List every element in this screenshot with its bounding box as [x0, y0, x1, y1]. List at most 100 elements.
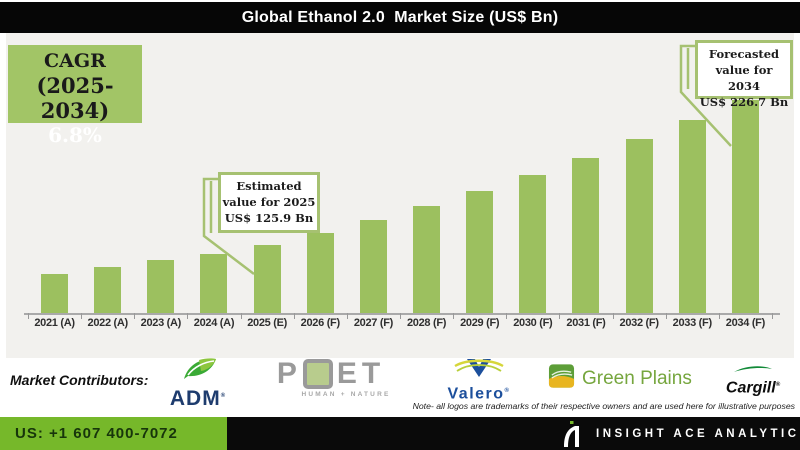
x-axis-tick — [240, 313, 242, 319]
forecasted-line-3: US$ 226.7 Bn — [699, 95, 789, 109]
valero-wordmark: Valero® — [447, 385, 511, 403]
bar-slot — [666, 93, 719, 313]
bar-slot — [81, 93, 134, 313]
bar-slot — [28, 93, 81, 313]
x-axis-label: 2026 (F) — [300, 317, 340, 329]
poet-logo: P ET HUMAN + NATURE — [256, 359, 406, 399]
poet-o-square-icon — [302, 359, 333, 389]
bar-2026 (F) — [306, 233, 334, 313]
poet-letter-p: P — [276, 357, 302, 390]
bar-2027 (F) — [359, 220, 387, 313]
x-axis-tick — [81, 313, 83, 319]
estimated-line-3: US$ 125.9 Bn — [224, 211, 314, 225]
x-axis-label: 2025 (E) — [247, 317, 288, 329]
bar-2025 (E) — [253, 245, 281, 313]
x-axis-label: 2033 (F) — [672, 317, 712, 329]
footer-phone-bar: US: +1 607 400-7072 — [0, 417, 227, 450]
x-axis-labels: 2021 (A) 2022 (A) 2023 (A) 2024 (A) 2025 (E)… — [28, 317, 772, 329]
bar-slot — [294, 93, 347, 313]
trademark-note: Note- all logos are trademarks of their … — [412, 401, 795, 411]
bar-2029 (F) — [466, 191, 494, 313]
x-axis-tick — [187, 313, 189, 319]
bar-plot — [28, 93, 772, 313]
poet-letters-et: ET — [336, 357, 386, 390]
brand-name: INSIGHT ACE ANALYTIC — [596, 427, 800, 440]
cargill-logo: Cargill® — [714, 360, 792, 397]
x-axis-label: 2032 (F) — [619, 317, 659, 329]
cargill-leaf-icon — [732, 360, 774, 377]
x-axis-tick — [772, 313, 773, 319]
x-axis-tick — [134, 313, 136, 319]
forecasted-line-2: value for 2034 — [715, 63, 773, 93]
cargill-wordmark: Cargill® — [725, 379, 781, 397]
green-plains-field-icon — [548, 363, 575, 394]
forecasted-line-1: Forecasted — [708, 47, 780, 61]
estimated-line-1: Estimated — [236, 179, 302, 193]
bar-2021 (A) — [41, 274, 69, 313]
bar-2028 (F) — [413, 206, 441, 313]
footer-brand-bar: INSIGHT ACE ANALYTIC — [227, 417, 800, 450]
x-axis-label: 2024 (A) — [193, 317, 235, 329]
estimated-value-callout: Estimated value for 2025 US$ 125.9 Bn — [218, 172, 320, 233]
x-axis-tick — [400, 313, 401, 319]
bar-slot — [559, 93, 612, 313]
bar-slot — [506, 93, 559, 313]
x-axis-label: 2027 (F) — [353, 317, 393, 329]
x-axis-label: 2029 (F) — [460, 317, 500, 329]
green-plains-logo: Green Plains — [548, 363, 706, 394]
x-axis-tick — [506, 313, 508, 319]
x-axis-tick — [293, 313, 295, 319]
x-axis-label: 2022 (A) — [87, 317, 129, 329]
poet-tagline: HUMAN + NATURE — [301, 391, 391, 398]
x-axis-label: 2028 (F) — [406, 317, 447, 329]
x-axis-label: 2023 (A) — [140, 317, 182, 329]
bar-2033 (F) — [678, 120, 706, 313]
bar-2034 (F) — [731, 100, 759, 313]
x-axis-label: 2021 (A) — [34, 317, 75, 329]
bar-slot — [241, 93, 294, 313]
valero-emblem-icon — [453, 359, 505, 383]
valero-reg-mark: ® — [504, 388, 511, 394]
title-bar: Global Ethanol 2.0 Market Size (US$ Bn) — [0, 2, 800, 33]
phone-number: US: +1 607 400-7072 — [15, 425, 178, 442]
bar-slot — [400, 93, 453, 313]
x-axis-tick — [665, 313, 667, 319]
cagr-label: CAGR — [44, 50, 106, 72]
adm-logo: ADM® — [158, 357, 238, 409]
cagr-period: (2025-2034) — [36, 73, 114, 123]
page-title: Global Ethanol 2.0 Market Size (US$ Bn) — [241, 8, 559, 26]
bar-slot — [613, 93, 666, 313]
bar-2024 (A) — [200, 254, 228, 313]
x-axis-tick — [612, 313, 614, 319]
adm-reg-mark: ® — [220, 393, 227, 399]
bar-slot — [347, 93, 400, 313]
market-contributors-label: Market Contributors: — [10, 372, 149, 388]
x-axis-label: 2034 (F) — [725, 317, 765, 329]
insight-ace-logo-icon — [562, 420, 582, 447]
poet-wordmark: P ET — [256, 359, 406, 389]
forecasted-value-callout: Forecasted value for 2034 US$ 226.7 Bn — [695, 40, 793, 109]
x-axis-tick — [346, 313, 348, 319]
bar-2030 (F) — [519, 175, 547, 313]
x-axis-tick — [453, 313, 455, 319]
valero-logo: Valero® — [436, 357, 522, 403]
cagr-badge: CAGR (2025-2034) 6.8% — [8, 45, 142, 147]
bar-2023 (A) — [147, 260, 175, 313]
bar-slot — [134, 93, 187, 313]
x-axis-label: 2031 (F) — [566, 317, 606, 329]
bar-2031 (F) — [572, 158, 600, 313]
x-axis-tick — [718, 313, 720, 319]
cagr-value: 6.8% — [48, 123, 102, 147]
bar-2032 (F) — [625, 139, 653, 313]
cargill-reg-mark: ® — [775, 382, 781, 388]
bar-slot — [453, 93, 506, 313]
x-axis-line — [24, 313, 780, 315]
estimated-line-2: value for 2025 — [222, 195, 316, 209]
bar-2022 (A) — [94, 267, 122, 313]
green-plains-wordmark: Green Plains — [582, 367, 692, 389]
bar-slot — [719, 93, 772, 313]
adm-wordmark: ADM® — [169, 387, 227, 410]
x-axis-tick — [28, 313, 29, 319]
x-axis-tick — [559, 313, 561, 319]
